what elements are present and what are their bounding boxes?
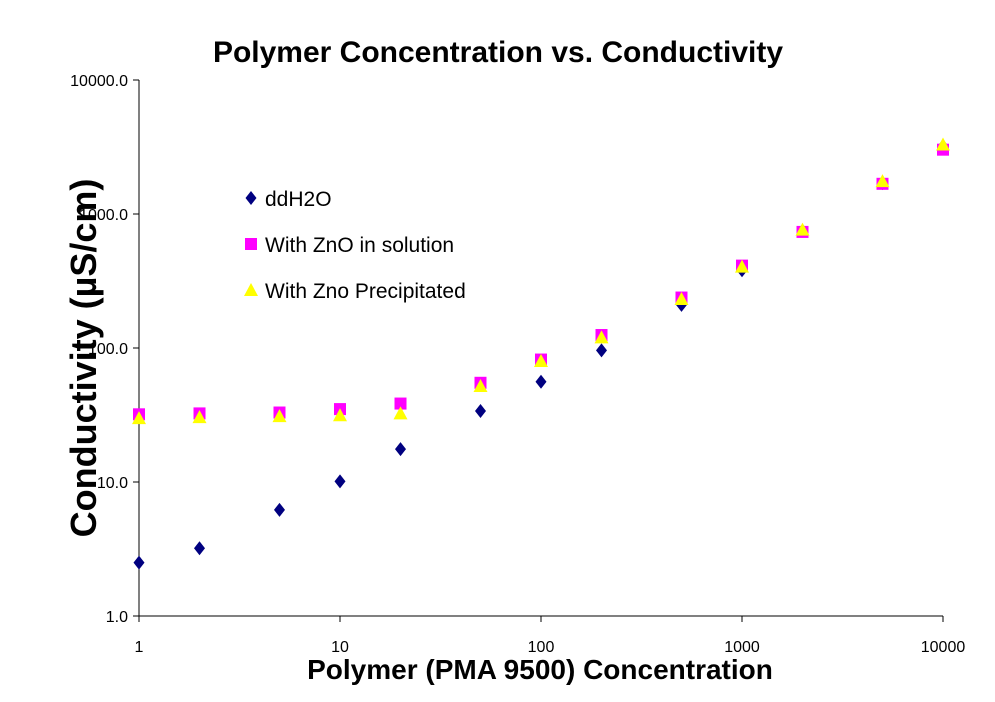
square-point (394, 397, 407, 410)
diamond-point (334, 474, 346, 489)
x-tick-label: 1 (135, 639, 144, 656)
triangle-point (594, 330, 609, 344)
triangle-point (272, 409, 287, 423)
diamond-point (535, 374, 547, 389)
legend-diamond-marker (245, 191, 257, 205)
series-2 (132, 137, 950, 425)
diamond-point (273, 502, 285, 517)
x-tick-label: 1000 (724, 639, 760, 656)
y-tick-label: 10.0 (97, 475, 128, 492)
triangle-point (132, 411, 146, 425)
y-tick-label: 1.0 (106, 609, 128, 626)
diamond-point (194, 541, 206, 556)
legend: ddH2O With ZnO in solution With Zno Precip… (244, 188, 466, 303)
legend-triangle-marker (244, 283, 258, 296)
triangle-point (735, 259, 749, 273)
x-tick-label: 10000 (921, 639, 966, 656)
legend-label: ddH2O (265, 188, 332, 211)
diamond-point (395, 442, 407, 457)
x-tick-label: 100 (528, 639, 555, 656)
diamond-point (474, 403, 486, 418)
triangle-point (674, 292, 689, 306)
triangle-point (936, 137, 950, 151)
y-tick-label: 1000.0 (79, 207, 128, 224)
legend-label: With Zno Precipitated (265, 280, 466, 303)
diamond-point (596, 343, 608, 358)
triangle-point (795, 222, 810, 236)
x-axis-label: Polymer (PMA 9500) Concentration (307, 654, 773, 685)
x-tick-label: 10 (331, 639, 349, 656)
y-axis-label: Conductivity (µS/cm) (63, 179, 104, 538)
legend-label: With ZnO in solution (265, 234, 454, 257)
y-tick-label: 10000.0 (70, 73, 128, 90)
triangle-point (875, 174, 890, 188)
axis-ticks: 1.0 10.0 100.0 1000.0 10000.0 1 10 100 1000 10000 (70, 73, 965, 656)
triangle-point (393, 406, 408, 420)
triangle-point (192, 410, 207, 424)
y-tick-label: 100.0 (88, 341, 128, 358)
diamond-point (133, 555, 145, 570)
triangle-point (333, 408, 347, 422)
chart-title: Polymer Concentration vs. Conductivity (213, 36, 783, 69)
legend-square-marker (245, 238, 257, 250)
triangle-point (534, 353, 548, 367)
data-points (132, 137, 950, 570)
triangle-point (473, 379, 488, 393)
